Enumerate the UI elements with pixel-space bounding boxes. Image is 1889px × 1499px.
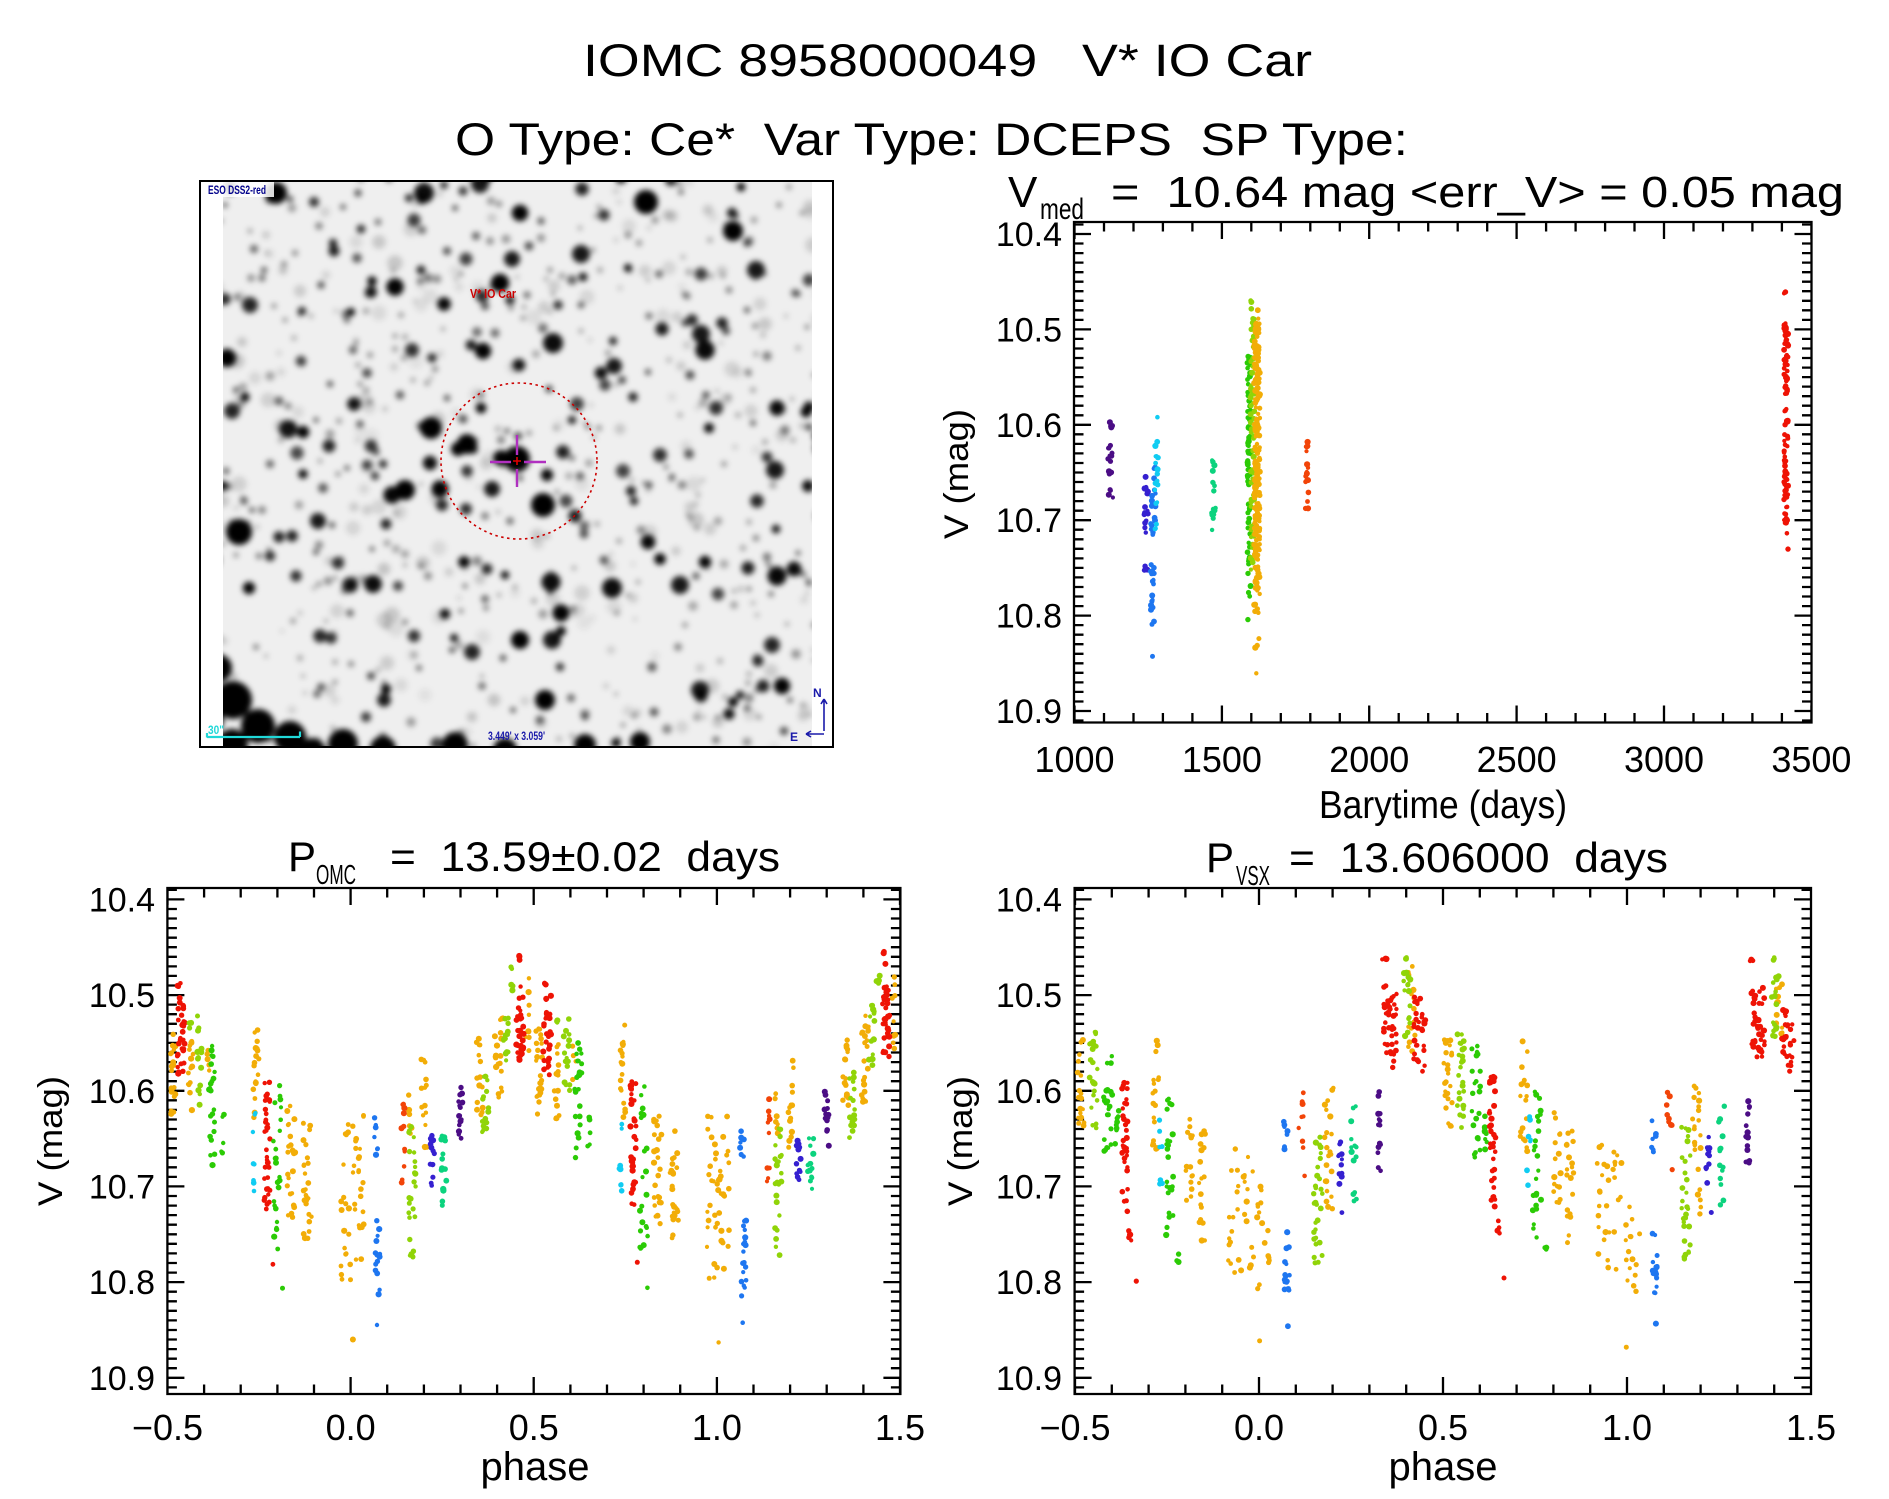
- svg-text:10.9: 10.9: [996, 693, 1062, 731]
- svg-text:V (mag): V (mag): [938, 409, 976, 539]
- svg-text:10.5: 10.5: [996, 977, 1062, 1015]
- svg-text:VSX: VSX: [1236, 860, 1270, 891]
- svg-text:10.9: 10.9: [996, 1360, 1062, 1398]
- svg-text:ESO DSS2-red: ESO DSS2-red: [208, 183, 266, 197]
- svg-text:V* IO Car: V* IO Car: [470, 287, 516, 301]
- svg-text:OMC: OMC: [316, 859, 356, 890]
- svg-text:10.6: 10.6: [996, 407, 1062, 445]
- svg-text:N: N: [813, 686, 822, 700]
- svg-text:phase: phase: [481, 1445, 590, 1489]
- svg-text:V (mag): V (mag): [942, 1076, 980, 1206]
- svg-text:10.7: 10.7: [89, 1168, 155, 1206]
- svg-text:30": 30": [208, 725, 224, 737]
- svg-text:0.5: 0.5: [1418, 1407, 1468, 1448]
- svg-text:3.449' x 3.059': 3.449' x 3.059': [488, 731, 545, 743]
- svg-text:V (mag): V (mag): [32, 1076, 70, 1206]
- svg-text:0.0: 0.0: [326, 1407, 376, 1448]
- svg-text:0.0: 0.0: [1234, 1407, 1284, 1448]
- svg-text:= 13.606000 days: = 13.606000 days: [1289, 834, 1668, 881]
- svg-text:3000: 3000: [1624, 739, 1704, 780]
- svg-text:10.4: 10.4: [89, 881, 155, 919]
- svg-text:10.7: 10.7: [996, 502, 1062, 540]
- svg-text:10.8: 10.8: [996, 598, 1062, 636]
- svg-text:−0.5: −0.5: [1039, 1407, 1110, 1448]
- svg-text:10.8: 10.8: [89, 1264, 155, 1302]
- svg-text:1.0: 1.0: [1602, 1407, 1652, 1448]
- svg-text:10.7: 10.7: [996, 1168, 1062, 1206]
- svg-text:3500: 3500: [1771, 739, 1851, 780]
- svg-text:10.4: 10.4: [996, 881, 1062, 919]
- svg-text:1.5: 1.5: [875, 1407, 925, 1448]
- svg-text:P: P: [288, 833, 316, 880]
- svg-text:10.6: 10.6: [89, 1073, 155, 1111]
- svg-text:0.5: 0.5: [509, 1407, 559, 1448]
- svg-text:10.5: 10.5: [89, 977, 155, 1015]
- svg-text:10.6: 10.6: [996, 1073, 1062, 1111]
- svg-text:1.5: 1.5: [1786, 1407, 1836, 1448]
- svg-text:P: P: [1206, 834, 1234, 881]
- svg-text:O Type: Ce* Var Type: DCEPS: O Type: Ce* Var Type: DCEPS SP Type:: [455, 114, 1408, 165]
- svg-text:−0.5: −0.5: [132, 1407, 203, 1448]
- svg-text:2500: 2500: [1477, 739, 1557, 780]
- svg-text:10.8: 10.8: [996, 1264, 1062, 1302]
- svg-text:Barytime (days): Barytime (days): [1319, 784, 1567, 827]
- svg-text:IOMC 8958000049 V* IO Car: IOMC 8958000049 V* IO Car: [583, 35, 1312, 86]
- svg-text:1.0: 1.0: [692, 1407, 742, 1448]
- svg-text:10.5: 10.5: [996, 311, 1062, 349]
- svg-text:1500: 1500: [1182, 739, 1262, 780]
- svg-text:E: E: [790, 730, 798, 744]
- svg-text:phase: phase: [1389, 1445, 1498, 1489]
- svg-text:med: med: [1040, 193, 1084, 226]
- svg-text:2000: 2000: [1329, 739, 1409, 780]
- svg-text:= 10.64 mag <err_V> = 0.05 ma: = 10.64 mag <err_V> = 0.05 mag: [1111, 168, 1844, 217]
- svg-text:10.4: 10.4: [996, 216, 1062, 254]
- svg-text:V: V: [1008, 168, 1038, 217]
- svg-text:10.9: 10.9: [89, 1360, 155, 1398]
- svg-text:= 13.59±0.02 days: = 13.59±0.02 days: [390, 833, 780, 880]
- svg-text:1000: 1000: [1034, 739, 1114, 780]
